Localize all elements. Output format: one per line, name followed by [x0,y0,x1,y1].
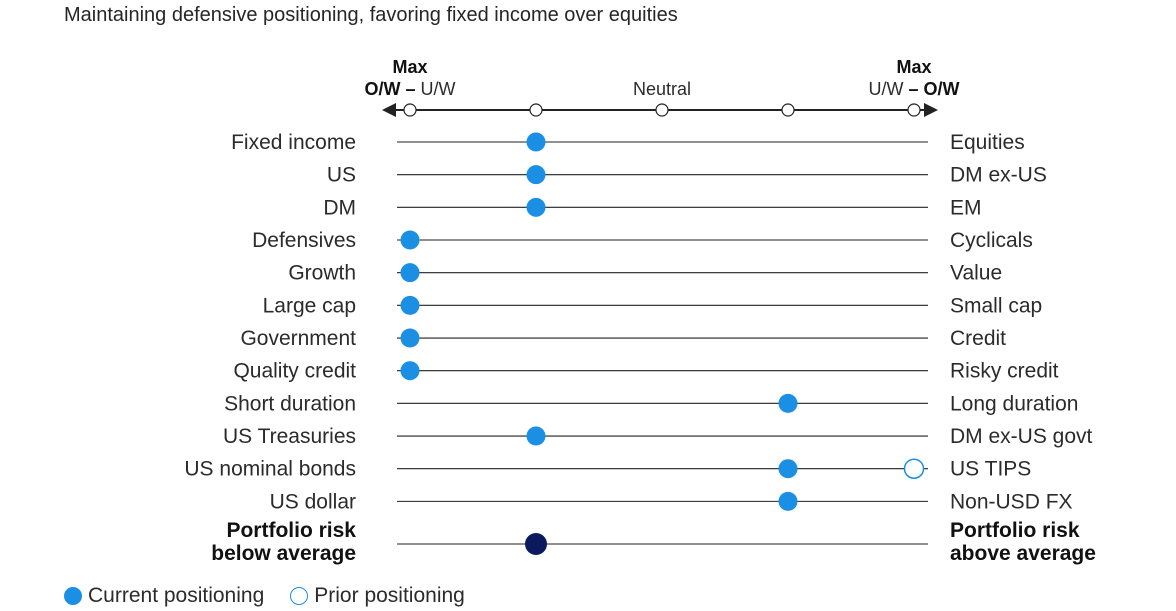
row-left-label: US Treasuries [223,425,356,448]
current-marker-us-treasuries [526,426,546,446]
legend-current-label: Current positioning [88,584,265,607]
row-left-label: US dollar [270,490,356,513]
row-left-label: US nominal bonds [184,458,356,481]
row-right-label: Credit [950,327,1006,350]
current-marker-us-nominal-bonds [778,459,798,479]
scale-tick-3 [655,103,669,117]
row-right-label: Cyclicals [950,229,1033,252]
current-marker-portfolio-risk [525,533,547,555]
prior-positioning-marker-icon [290,587,309,605]
row-right-label: EM [950,196,982,219]
scale-left-max-label: Max [392,57,427,77]
legend-prior-label: Prior positioning [314,584,465,607]
row-left-label: Fixed income [231,131,356,154]
row-left-label: Short duration [224,392,356,415]
current-marker-government [400,328,420,348]
row-left-label: Growth [288,262,356,285]
row-left-label: Defensives [252,229,356,252]
scale-right-max-label: Max [896,57,931,77]
scale-tick-5 [907,103,921,117]
row-right-label: Risky credit [950,360,1059,383]
scale-arrow-left-icon [382,103,396,117]
row-left-label: DM [323,196,356,219]
legend-prior: Prior positioning [290,584,465,608]
current-marker-large-cap [400,295,420,315]
scale-neutral-label: Neutral [633,79,691,99]
legend: Current positioning Prior positioning [64,584,491,608]
row-right-label: Equities [950,131,1025,154]
row-left-label: Government [240,327,356,350]
scale-left-header: O/W – U/W [364,79,455,99]
current-marker-us-dollar [778,491,798,511]
row-right-label: Value [950,262,1002,285]
current-marker-quality-credit [400,361,420,381]
row-right-label: Portfolio risk above average [950,519,1096,565]
row-right-label: Small cap [950,294,1042,317]
current-marker-dm [526,197,546,217]
prior-marker-us-nominal-bonds [903,458,925,479]
scale-tick-1 [403,103,417,117]
current-marker-fixed-income [526,132,546,152]
current-marker-growth [400,263,420,283]
row-left-label: US [327,164,356,187]
scale-tick-4 [781,103,795,117]
row-left-label: Portfolio risk below average [211,519,356,565]
scale-right-header: U/W – O/W [868,79,959,99]
row-left-label: Large cap [263,294,356,317]
current-marker-defensives [400,230,420,250]
row-right-label: Non-USD FX [950,490,1073,513]
chart-subtitle: Maintaining defensive positioning, favor… [64,4,678,26]
current-marker-short-duration [778,393,798,413]
current-marker-us [526,165,546,185]
row-right-label: DM ex-US [950,164,1047,187]
current-positioning-marker-icon [64,587,82,605]
row-right-label: Long duration [950,392,1078,415]
row-left-label: Quality credit [233,360,356,383]
legend-current: Current positioning [64,584,264,608]
scale-arrow-right-icon [924,103,938,117]
row-right-label: DM ex-US govt [950,425,1093,448]
row-right-label: US TIPS [950,458,1031,481]
scale-tick-2 [529,103,543,117]
